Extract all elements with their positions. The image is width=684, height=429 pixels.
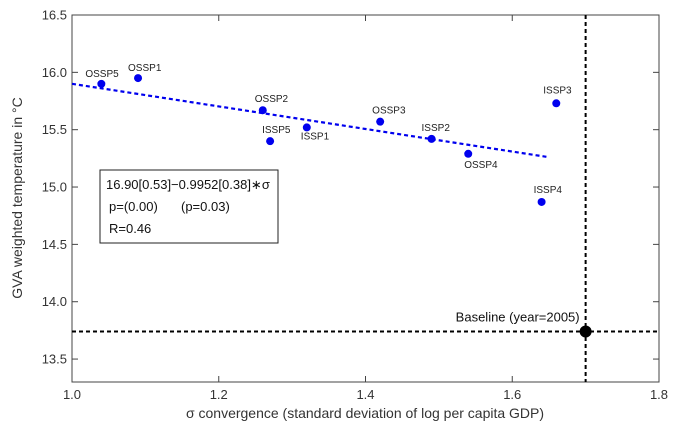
baseline-point — [579, 325, 592, 338]
point-label: OSSP1 — [128, 63, 162, 74]
y-tick-label: 15.5 — [42, 122, 67, 137]
x-tick-label: 1.0 — [63, 387, 81, 402]
data-point — [464, 149, 473, 158]
point-label: ISSP5 — [262, 125, 291, 136]
y-tick-label: 14.5 — [42, 237, 67, 252]
data-point — [427, 134, 436, 143]
stats-pvalue-slope: (p=0.03) — [181, 199, 230, 214]
data-point — [266, 137, 275, 146]
point-label: OSSP3 — [372, 106, 406, 117]
x-tick-label: 1.8 — [650, 387, 668, 402]
data-point — [302, 123, 311, 132]
point-label: OSSP5 — [85, 69, 119, 80]
point-label: OSSP2 — [255, 94, 289, 105]
point-label: ISSP2 — [422, 123, 451, 134]
x-tick-label: 1.6 — [503, 387, 521, 402]
data-points: OSSP5 OSSP1 OSSP2 ISSP5 ISSP1 OSSP3 ISSP2 OSSP4… — [85, 63, 572, 206]
point-label: ISSP4 — [534, 185, 563, 196]
data-point — [134, 74, 143, 83]
regression-fit-line — [72, 82, 550, 159]
y-axis-label: GVA weighted temperature in °C — [9, 97, 25, 298]
stats-box — [99, 169, 279, 244]
stats-equation: 16.90[0.53]−0.9952[0.38]∗σ — [106, 177, 270, 192]
y-tick-label: 14.0 — [42, 294, 67, 309]
axis-ticks: 1.0 1.2 1.4 1.6 1.8 13.5 14.0 14.5 15.0 15.5 16.0 1… — [42, 8, 668, 403]
y-tick-label: 15.0 — [42, 180, 67, 195]
data-point — [258, 106, 267, 115]
x-tick-label: 1.2 — [210, 387, 228, 402]
data-point — [97, 79, 106, 88]
stats-r-value: R=0.46 — [109, 221, 151, 236]
y-tick-label: 13.5 — [42, 352, 67, 367]
data-point — [552, 99, 561, 108]
y-tick-label: 16.0 — [42, 65, 67, 80]
stats-pvalue-intercept: p=(0.00) — [109, 199, 158, 214]
data-point — [537, 197, 546, 206]
point-label: OSSP4 — [464, 160, 498, 171]
y-tick-label: 16.5 — [42, 8, 67, 23]
point-label: ISSP1 — [301, 131, 330, 142]
x-axis-label: σ convergence (standard deviation of log… — [186, 405, 544, 421]
data-point — [376, 117, 385, 126]
baseline-label: Baseline (year=2005) — [456, 310, 580, 325]
x-tick-label: 1.4 — [356, 387, 374, 402]
point-label: ISSP3 — [543, 85, 572, 96]
